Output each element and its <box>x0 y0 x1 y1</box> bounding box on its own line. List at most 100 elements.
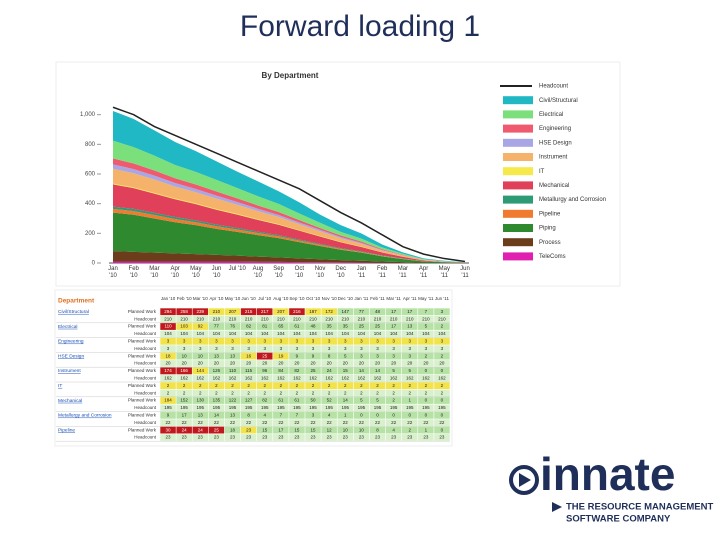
cell-value: 210 <box>261 316 269 321</box>
department-link[interactable]: HSE Design <box>58 353 84 359</box>
column-header: Feb '10 <box>177 296 192 301</box>
department-link[interactable]: Engineering <box>58 339 84 345</box>
cell <box>369 352 386 360</box>
department-link[interactable]: Mechanical <box>58 398 82 404</box>
department-link[interactable]: Electrical <box>58 324 77 330</box>
cell-value: 104 <box>358 331 366 336</box>
cell <box>353 367 370 375</box>
cell <box>434 397 450 404</box>
cell <box>224 419 241 427</box>
department-link[interactable]: Metallurgy and Corrosion <box>58 413 112 419</box>
cell-value: 7 <box>280 412 283 417</box>
cell-value: 1 <box>425 427 428 432</box>
cell <box>256 397 273 404</box>
cell-value: 2 <box>360 383 363 388</box>
legend-swatch <box>503 138 533 147</box>
cell-value: 9 <box>167 412 170 417</box>
department-link[interactable]: Civil/Structural <box>58 309 89 315</box>
cell-value: 20 <box>439 361 445 366</box>
cell <box>337 389 354 397</box>
cell-value: 195 <box>390 405 398 410</box>
cell <box>305 374 321 382</box>
cell <box>176 367 192 375</box>
y-tick-label: 0 <box>92 261 96 267</box>
cell <box>192 352 209 360</box>
cell <box>353 345 370 353</box>
cell <box>337 404 354 412</box>
logo-icon <box>509 465 539 495</box>
cell-value: 207 <box>277 309 285 314</box>
cell <box>224 382 241 390</box>
cell-value: 2 <box>280 383 283 388</box>
cell <box>208 434 225 441</box>
cell <box>418 330 434 338</box>
cell <box>256 411 273 419</box>
cell-value: 22 <box>246 420 252 425</box>
cell-value: 2 <box>376 390 379 395</box>
cell-value: 2 <box>441 324 444 329</box>
legend-swatch <box>503 153 533 161</box>
cell <box>418 434 434 441</box>
cell <box>240 315 257 323</box>
legend-label: Instrument <box>539 155 568 161</box>
cell-value: 3 <box>231 346 234 351</box>
cell <box>289 411 305 419</box>
cell <box>176 315 192 323</box>
cell-value: 0 <box>425 412 428 417</box>
cell <box>192 367 209 375</box>
cell <box>401 345 418 353</box>
cell-value: 3 <box>312 338 315 343</box>
column-header: Apr '11 <box>403 296 417 301</box>
cell-value: 3 <box>199 346 202 351</box>
cell <box>224 345 241 353</box>
x-tick-label: Jul '10 <box>228 266 246 272</box>
cell <box>192 360 209 367</box>
cell-value: 9 <box>312 353 315 358</box>
department-link[interactable]: Instrument <box>58 368 81 374</box>
cell <box>385 330 402 338</box>
cell-value: 4 <box>263 412 266 417</box>
cell <box>240 411 257 419</box>
cell-value: 210 <box>245 316 253 321</box>
cell <box>401 389 418 397</box>
cell-value: 104 <box>325 331 333 336</box>
cell <box>353 337 370 345</box>
cell <box>224 360 241 367</box>
cell-value: 0 <box>425 368 428 373</box>
legend-swatch <box>503 238 533 247</box>
area <box>113 183 465 263</box>
cell <box>401 367 418 375</box>
cell-value: 23 <box>375 435 381 440</box>
cell <box>273 411 289 419</box>
area <box>113 158 465 263</box>
cell <box>321 426 337 434</box>
cell-value: 210 <box>213 309 221 314</box>
cell <box>321 397 337 404</box>
cell-value: 22 <box>439 420 445 425</box>
cell-value: 2 <box>441 353 444 358</box>
department-link[interactable]: IT <box>58 383 62 389</box>
cell-value: 3 <box>280 346 283 351</box>
department-link[interactable]: Pipeline <box>58 427 75 433</box>
cell-value: 195 <box>325 405 333 410</box>
cell-value: 2 <box>328 390 331 395</box>
cell-value: 215 <box>245 309 253 314</box>
cell-value: 3 <box>183 346 186 351</box>
cell-value: 13 <box>230 412 236 417</box>
cell-value: 24 <box>182 427 188 432</box>
cell-value: 210 <box>213 316 221 321</box>
cell <box>401 360 418 367</box>
cell-value: 23 <box>230 435 236 440</box>
cell <box>401 434 418 441</box>
cell <box>369 323 386 330</box>
cell-value: 166 <box>180 368 188 373</box>
cell <box>176 337 192 345</box>
cell <box>305 382 321 390</box>
cell-value: 144 <box>197 368 205 373</box>
cell <box>401 419 418 427</box>
cell <box>273 426 289 434</box>
cell <box>240 330 257 338</box>
cell-value: 126 <box>213 368 221 373</box>
cell-value: 3 <box>408 353 411 358</box>
cell <box>353 404 370 412</box>
